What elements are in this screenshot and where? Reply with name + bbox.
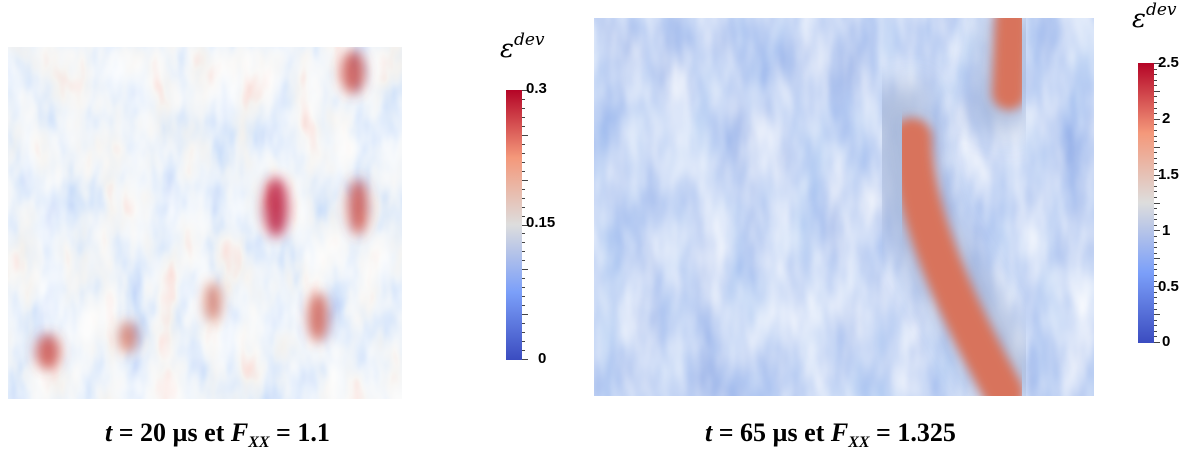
caption-left-f-sub: XX bbox=[248, 434, 270, 452]
colorbar-title-sup-right: dev bbox=[1145, 0, 1177, 20]
caption-right-t-symbol: t bbox=[705, 418, 713, 447]
caption-left-f-symbol: F bbox=[230, 418, 249, 447]
colorbar-right bbox=[1138, 63, 1160, 343]
shear-band-right bbox=[892, 18, 1029, 396]
colorbar-title-right: εdev bbox=[1132, 0, 1177, 34]
colorbar-tick-left-2: 0 bbox=[538, 350, 547, 367]
strain-field-right-svg bbox=[594, 18, 1094, 396]
colorbar-title-sup-left: dev bbox=[513, 30, 545, 50]
colorbar-tick-right-4: 0.5 bbox=[1158, 278, 1179, 295]
caption-right-f-text: = 1.325 bbox=[869, 418, 956, 447]
caption-right-f-sub: XX bbox=[848, 434, 870, 452]
caption-left: t = 20 µs et FXX = 1.1 bbox=[105, 418, 330, 452]
colorbar-tick-right-2: 1.5 bbox=[1158, 166, 1179, 183]
hot-spots-left bbox=[36, 50, 368, 370]
strain-field-image-right bbox=[594, 18, 1094, 396]
caption-right-t-text: = 65 µs et bbox=[712, 418, 831, 447]
colorbar-left-svg bbox=[506, 90, 528, 360]
caption-left-f-text: = 1.1 bbox=[269, 418, 330, 447]
colorbar-title-symbol-right: ε bbox=[1132, 4, 1146, 34]
caption-right: t = 65 µs et FXX = 1.325 bbox=[705, 418, 956, 452]
caption-left-t-text: = 20 µs et bbox=[112, 418, 231, 447]
colorbar-tick-right-5: 0 bbox=[1162, 333, 1171, 350]
colorbar-tick-right-0: 2.5 bbox=[1158, 54, 1179, 71]
colorbar-tick-left-1: 0.15 bbox=[526, 214, 556, 231]
colorbar-title-symbol-left: ε bbox=[500, 34, 514, 64]
colorbar-tick-left-0: 0.3 bbox=[526, 80, 547, 97]
caption-left-t-symbol: t bbox=[105, 418, 113, 447]
colorbar-title-left: εdev bbox=[500, 30, 545, 64]
colorbar-right-svg bbox=[1138, 63, 1160, 343]
colorbar-left bbox=[506, 90, 528, 360]
colorbar-tick-right-1: 2 bbox=[1162, 110, 1171, 127]
strain-field-left-svg bbox=[8, 47, 402, 399]
strain-field-image-left bbox=[8, 47, 402, 399]
colorbar-tick-right-3: 1 bbox=[1162, 222, 1171, 239]
caption-right-f-symbol: F bbox=[830, 418, 849, 447]
